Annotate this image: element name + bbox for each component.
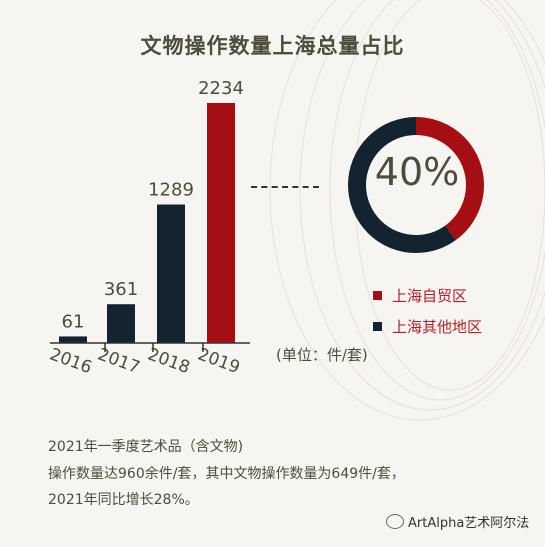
bar-2018 (157, 204, 185, 343)
wechat-icon (386, 514, 404, 529)
note-line-1: 2021年一季度艺术品（含文物) (48, 439, 244, 455)
legend-swatch-dark (373, 322, 382, 331)
bar-value-label: 61 (62, 311, 85, 332)
donut-slice (348, 117, 484, 253)
legend-item-other-areas: 上海其他地区 (373, 316, 482, 337)
legend-swatch-red (373, 291, 382, 300)
bar-2017 (107, 304, 135, 343)
bar-2019 (207, 103, 235, 343)
bar-2016 (59, 336, 87, 343)
donut-center-label: 40% (374, 150, 460, 194)
note-line-2: 操作数量达960余件/套，其中文物操作数量为649件/套， (48, 466, 405, 482)
bar-value-label: 361 (104, 279, 138, 300)
chart-title: 文物操作数量上海总量占比 (140, 34, 405, 58)
legend-label: 上海自贸区 (392, 287, 468, 305)
note-line-3: 2021年同比增长28%。 (48, 492, 199, 508)
watermark-text: ArtAlpha艺术阿尔法 (408, 516, 530, 531)
legend-label: 上海其他地区 (392, 318, 483, 336)
bar-value-label: 2234 (198, 78, 244, 99)
bar-value-label: 1289 (148, 180, 194, 201)
legend-item-free-trade-zone: 上海自贸区 (373, 285, 467, 306)
unit-note: (单位：件/套) (276, 346, 368, 364)
watermark: ArtAlpha艺术阿尔法 (386, 512, 529, 531)
connector-dashes (251, 186, 319, 188)
